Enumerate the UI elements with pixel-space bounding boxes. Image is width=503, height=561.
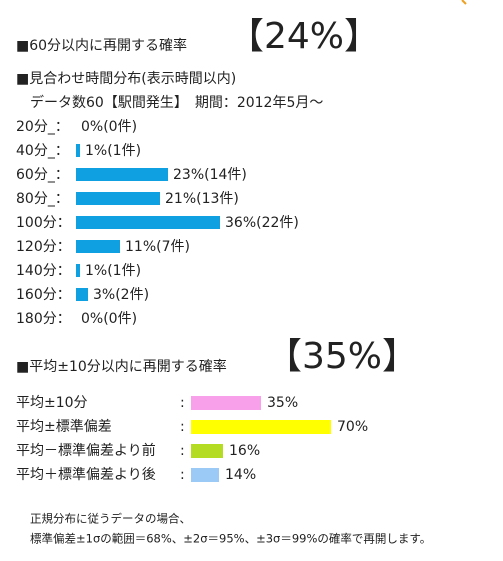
bar <box>76 168 168 181</box>
category-label: 140分： <box>16 263 71 279</box>
value-label: 35% <box>267 395 298 411</box>
bar <box>191 396 261 410</box>
bar <box>191 468 219 482</box>
category-label: 平均±標準偏差 <box>16 419 112 435</box>
value-label: 11%(7件) <box>125 239 190 255</box>
separator: : <box>180 395 185 411</box>
value-label: 0%(0件) <box>81 311 137 327</box>
category-label: 平均－標準偏差より前 <box>16 442 156 459</box>
separator: : <box>180 443 185 459</box>
category-label: 120分： <box>16 239 71 255</box>
mean-heading: ■平均±10分以内に再開する確率 <box>16 358 227 375</box>
category-label: 160分： <box>16 287 71 303</box>
separator: : <box>180 419 185 435</box>
bar <box>191 444 223 458</box>
bar <box>76 216 220 229</box>
value-label: 70% <box>337 419 368 435</box>
category-label: 平均±10分 <box>16 395 88 411</box>
category-label: 100分： <box>16 215 71 231</box>
mean-value: 【35%】 <box>266 336 418 377</box>
bar <box>76 264 80 277</box>
category-label: 80分_： <box>16 191 69 207</box>
distribution-heading: ■見合わせ時間分布(表示時間以内) <box>16 71 236 87</box>
category-label: 60分_： <box>16 167 69 183</box>
value-label: 1%(1件) <box>85 143 141 159</box>
category-label: 180分： <box>16 311 71 327</box>
bar <box>76 144 80 157</box>
value-label: 21%(13件) <box>165 191 239 207</box>
bar <box>76 288 88 301</box>
corner-mark <box>461 0 467 5</box>
overall-heading: ■60分以内に再開する確率 <box>16 37 187 54</box>
separator: : <box>180 467 185 483</box>
distribution-subtitle: データ数60【駅間発生】 期間：2012年5月～ <box>30 94 323 111</box>
overall-value: 【24%】 <box>228 16 380 57</box>
note: 標準偏差±1σの範囲＝68%、±2σ＝95%、±3σ＝99%の確率で再開します。 <box>30 532 431 546</box>
value-label: 16% <box>229 443 260 459</box>
category-label: 平均＋標準偏差より後 <box>16 467 156 483</box>
category-label: 20分_： <box>16 119 69 135</box>
bar <box>191 420 331 434</box>
value-label: 23%(14件) <box>173 167 247 183</box>
value-label: 0%(0件) <box>81 119 137 135</box>
value-label: 1%(1件) <box>85 263 141 279</box>
note: 正規分布に従うデータの場合、 <box>30 512 191 526</box>
value-label: 14% <box>225 467 256 483</box>
bar <box>76 240 120 253</box>
bar <box>76 192 160 205</box>
value-label: 3%(2件) <box>93 287 149 303</box>
category-label: 40分_： <box>16 143 69 159</box>
value-label: 36%(22件) <box>225 215 299 231</box>
